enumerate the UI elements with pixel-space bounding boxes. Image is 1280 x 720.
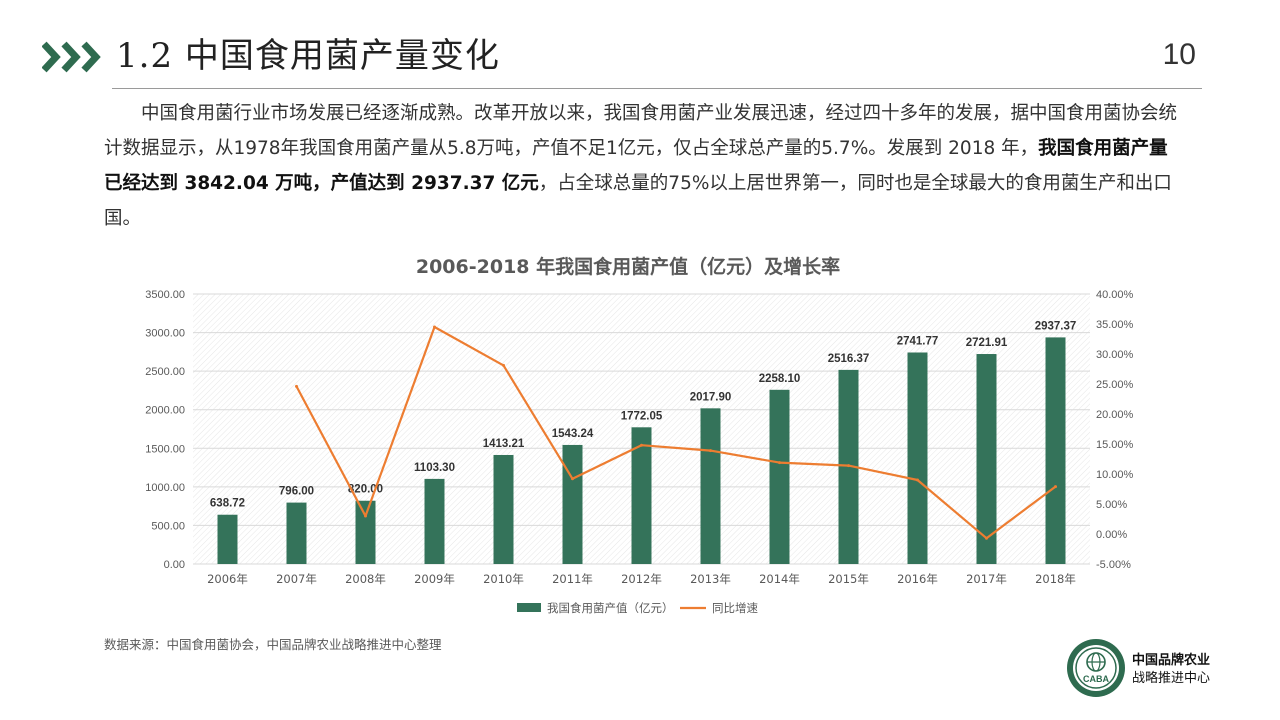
bar [769,389,790,564]
page-title: 1.2 中国食用菌产量变化 [116,36,500,76]
bar [493,454,514,564]
x-tick-label: 2017年 [966,572,1007,586]
title-divider [112,88,1202,89]
y-right-tick-label: 0.00% [1096,529,1127,541]
bar [976,354,997,564]
bar [355,500,376,564]
y-left-tick-label: 2000.00 [145,405,185,417]
x-tick-label: 2009年 [414,572,455,586]
legend-label-bar: 我国食用菌产值（亿元） [547,601,674,615]
growth-point [985,536,988,540]
x-tick-label: 2011年 [552,572,593,586]
y-right-tick-label: 35.00% [1096,319,1134,331]
bar [562,444,583,564]
source-note: 数据来源：中国食用菌协会，中国品牌农业战略推进中心整理 [104,637,442,652]
intro-text: 中国食用菌行业市场发展已经逐渐成熟。改革开放以来，我国食用菌产业发展迅速，经过四… [104,103,1178,159]
x-tick-label: 2018年 [1035,572,1076,586]
bar-data-label: 1103.30 [414,462,455,474]
x-tick-label: 2016年 [897,572,938,586]
growth-point [295,384,298,388]
bar-data-label: 1543.24 [552,428,594,440]
y-right-tick-label: 25.00% [1096,379,1134,391]
y-left-tick-label: 0.00 [164,559,185,571]
bar [631,427,652,564]
y-left-tick-label: 1000.00 [145,482,185,494]
bar-data-label: 2017.90 [690,391,732,403]
bar-data-label: 2516.37 [828,353,870,365]
growth-point [778,461,781,465]
legend-swatch-bar [517,603,541,612]
x-tick-label: 2007年 [276,572,317,586]
y-left-tick-label: 3500.00 [145,289,185,301]
logo-text: 中国品牌农业 战略推进中心 [1132,652,1210,688]
growth-point [502,363,505,367]
growth-point [433,325,436,329]
logo-line-1: 中国品牌农业 [1132,653,1211,668]
logo-line-2: 战略推进中心 [1132,671,1211,686]
growth-point [916,478,919,482]
y-right-tick-label: 40.00% [1096,289,1134,301]
bar-data-label: 2258.10 [759,373,801,385]
logo-emblem-text: CABA [1083,674,1109,684]
bar-data-label: 2721.91 [966,337,1008,349]
bar [1045,337,1066,564]
bar [424,478,445,564]
intro-tail: ，占全球总量的75%以上居世界第一，同时也是全球最大的食用菌生产和出口国。 [104,173,1172,229]
bar-data-label: 1772.05 [621,410,663,422]
y-right-tick-label: 15.00% [1096,439,1134,451]
bar [286,502,307,564]
chart-title: 2006-2018 年我国食用菌产值（亿元）及增长率 [415,256,841,278]
y-right-tick-label: -5.00% [1096,559,1131,571]
y-right-tick-label: 10.00% [1096,469,1134,481]
globe-icon [1086,652,1106,672]
y-left-tick-label: 500.00 [151,520,185,532]
x-tick-label: 2008年 [345,572,386,586]
x-tick-label: 2015年 [828,572,869,586]
bar-data-label: 1413.21 [483,438,525,450]
caba-logo: CABA [1067,639,1125,697]
x-tick-label: 2010年 [483,572,524,586]
bar-data-label: 796.00 [279,486,314,498]
x-tick-label: 2014年 [759,572,800,586]
bar-data-label: 638.72 [210,498,245,510]
y-left-tick-label: 3000.00 [145,328,185,340]
growth-point [1054,485,1057,489]
y-left-tick-label: 1500.00 [145,443,185,455]
bar [700,408,721,564]
chevron-arrows-icon [42,41,101,73]
intro-paragraph: 中国食用菌行业市场发展已经逐渐成熟。改革开放以来，我国食用菌产业发展迅速，经过四… [104,96,1180,236]
x-tick-label: 2013年 [690,572,731,586]
bar [907,352,928,564]
growth-line [295,325,1057,540]
legend-label-line: 同比增速 [712,601,758,615]
x-tick-label: 2006年 [207,572,248,586]
growth-point [709,449,712,453]
bar-data-label: 2937.37 [1035,320,1077,332]
y-right-tick-label: 30.00% [1096,349,1134,361]
growth-point [640,443,643,447]
y-left-tick-label: 2500.00 [145,366,185,378]
intro-highlight: 我国食用菌产量已经达到 3842.04 万吨，产值达到 2937.37 亿元 [104,138,1168,194]
y-right-tick-label: 5.00% [1096,499,1127,511]
growth-point [847,464,850,468]
bar-data-label: 2741.77 [897,335,939,347]
x-tick-label: 2012年 [621,572,662,586]
page-number: 10 [1162,38,1196,71]
growth-point [571,477,574,481]
y-right-tick-label: 20.00% [1096,409,1134,421]
growth-point [364,514,367,518]
bar [217,514,238,564]
